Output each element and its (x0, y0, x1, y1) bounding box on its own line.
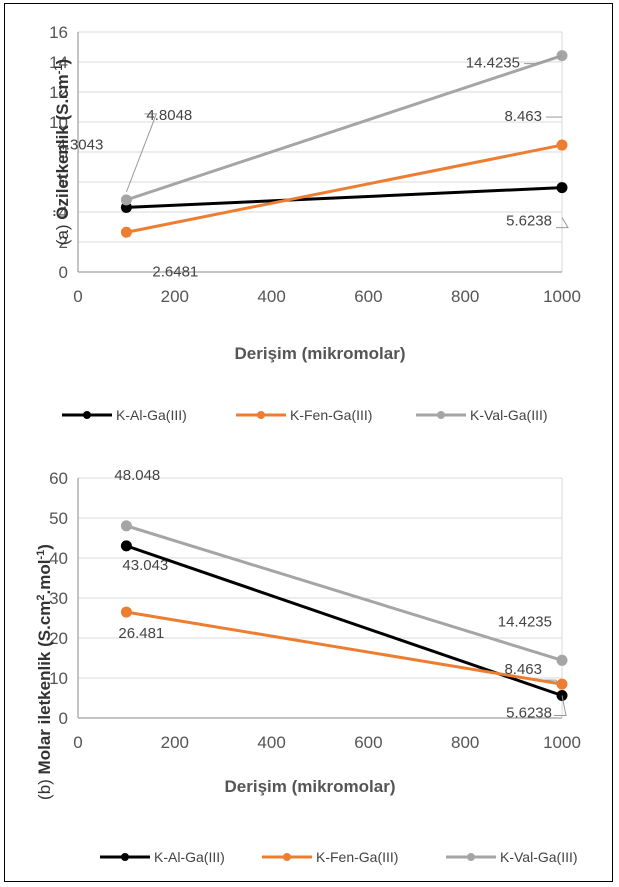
b-data-label: 14.4235 (498, 613, 552, 630)
a-label-leader (125, 113, 158, 193)
a-y-tick-label: 14 (49, 53, 68, 72)
a-data-label: 4.8048 (146, 107, 192, 124)
chart-b-y-ticks: 0 10 20 30 40 50 60 (49, 469, 68, 728)
b-y-tick-label: 0 (59, 709, 68, 728)
chart-b-data-labels: 43.043 5.6238 26.481 8.463 48.048 14.4235 (114, 467, 567, 722)
a-x-tick-label: 800 (451, 287, 479, 306)
legend-a-marker-3 (437, 411, 445, 419)
chart-a-data-labels: 4.3043 5.6238 2.6481 8.463 4.8048 14.4235 (57, 55, 569, 280)
a-data-point (556, 182, 568, 194)
a-y-tick-label: 6 (59, 173, 68, 192)
a-y-tick-label: 0 (59, 263, 68, 282)
b-y-tick-label: 50 (49, 509, 68, 528)
a-data-label: 8.463 (504, 108, 542, 125)
b-data-label: 8.463 (504, 661, 542, 678)
chart-b: 0 10 20 30 40 50 60 0 200 400 600 800 1000 43.043 5.… (35, 467, 581, 865)
a-data-point (120, 226, 132, 238)
a-y-tick-label: 16 (49, 23, 68, 42)
b-y-tick-label: 40 (49, 549, 68, 568)
chart-b-x-title: Derişim (mikromolar) (225, 777, 396, 796)
a-series-line (126, 143, 563, 234)
a-y-tick-label: 8 (59, 143, 68, 162)
b-data-point (120, 540, 132, 552)
b-series-line (125, 544, 563, 697)
a-data-label: 2.6481 (152, 263, 198, 280)
chart-a-legend: K-Al-Ga(III) K-Fen-Ga(III) K-Val-Ga(III) (62, 407, 548, 423)
b-y-tick-label: 20 (49, 629, 68, 648)
b-y-tick-label: 60 (49, 469, 68, 488)
chart-a: 0 2 4 6 8 10 12 14 16 0 200 400 600 800 1000 4.3043 5.… (49, 23, 581, 423)
chart-a-x-title: Derişim (mikromolar) (235, 344, 406, 363)
a-label-leader (524, 55, 563, 65)
b-x-tick-label: 400 (257, 733, 285, 752)
a-y-tick-label: 4 (59, 203, 68, 222)
a-series-line (126, 186, 563, 209)
chart-b-x-ticks: 0 200 400 600 800 1000 (73, 733, 581, 752)
chart-b-y-title: (b) Molar iletkenlik (S.cm2.mol-1) (35, 544, 54, 800)
b-data-point (556, 678, 568, 690)
a-y-tick-label: 12 (49, 83, 68, 102)
b-series-line (126, 610, 563, 686)
b-data-label: 48.048 (114, 467, 160, 484)
chart-a-y-title: (a) Öziletkenlik (S.cm-1) (53, 59, 72, 245)
b-x-tick-label: 1000 (543, 733, 581, 752)
legend-b-label-2: K-Fen-Ga(III) (316, 849, 398, 865)
legend-a-label-3: K-Val-Ga(III) (470, 407, 548, 423)
b-data-point (120, 520, 132, 532)
a-x-tick-label: 400 (257, 287, 285, 306)
chart-b-legend: K-Al-Ga(III) K-Fen-Ga(III) K-Val-Ga(III) (100, 849, 578, 865)
a-x-tick-label: 0 (73, 287, 82, 306)
legend-a-marker-1 (83, 411, 91, 419)
a-data-point (556, 139, 568, 151)
b-x-tick-label: 200 (161, 733, 189, 752)
b-label-leader (544, 679, 559, 685)
a-label-leader (556, 217, 569, 229)
legend-b-marker-2 (283, 853, 291, 861)
b-data-point (556, 654, 568, 666)
b-data-label: 43.043 (122, 557, 168, 574)
a-x-tick-label: 600 (354, 287, 382, 306)
chart-b-series (120, 520, 568, 702)
legend-b-marker-3 (467, 853, 475, 861)
a-data-point (120, 194, 132, 206)
b-data-label: 5.6238 (506, 705, 552, 722)
chart-a-gridlines (78, 31, 563, 272)
a-x-tick-label: 200 (161, 287, 189, 306)
a-data-label: 4.3043 (57, 136, 103, 153)
b-y-tick-label: 10 (49, 669, 68, 688)
chart-a-x-ticks: 0 200 400 600 800 1000 (73, 287, 581, 306)
chart-b-gridlines (78, 477, 563, 718)
b-x-tick-label: 800 (451, 733, 479, 752)
legend-b-label-3: K-Val-Ga(III) (500, 849, 578, 865)
legend-a-marker-2 (257, 411, 265, 419)
legend-a-label-2: K-Fen-Ga(III) (290, 407, 372, 423)
b-label-leader (554, 695, 567, 717)
a-y-tick-label: 10 (49, 113, 68, 132)
b-series-line (125, 524, 563, 662)
b-data-label: 26.481 (118, 625, 164, 642)
legend-a-label-1: K-Al-Ga(III) (116, 407, 187, 423)
legend-b-label-1: K-Al-Ga(III) (154, 849, 225, 865)
legend-b-marker-1 (121, 853, 129, 861)
a-y-tick-label: 2 (59, 233, 68, 252)
b-data-point (120, 606, 132, 618)
a-x-tick-label: 1000 (543, 287, 581, 306)
chart-a-series (120, 50, 568, 238)
a-series-line (125, 54, 563, 202)
b-y-tick-label: 30 (49, 589, 68, 608)
chart-a-y-ticks: 0 2 4 6 8 10 12 14 16 (49, 23, 68, 282)
a-data-label: 5.6238 (506, 213, 552, 230)
a-data-label: 14.4235 (466, 55, 520, 72)
b-x-tick-label: 600 (354, 733, 382, 752)
b-x-tick-label: 0 (73, 733, 82, 752)
